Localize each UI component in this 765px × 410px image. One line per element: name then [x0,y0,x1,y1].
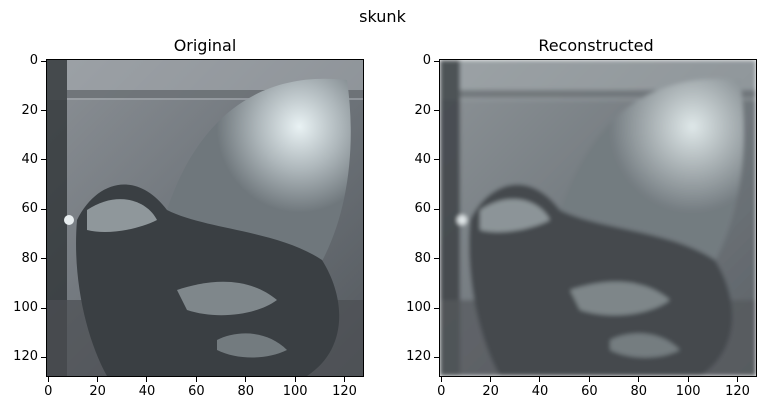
skunk-photo-original [47,60,363,376]
y-tick-mark-original [41,356,46,358]
x-tick-mark-original [195,377,197,382]
y-tick-label-reconstructed: 0 [422,53,431,69]
x-tick-mark-original [97,377,99,382]
x-tick-label-original: 100 [282,384,308,399]
y-tick-mark-reconstructed [434,307,439,309]
x-tick-label-original: 40 [138,384,156,399]
y-tick-label-original: 0 [29,53,38,69]
y-tick-label-original: 20 [21,102,38,118]
x-tick-mark-reconstructed [539,377,541,382]
y-tick-mark-reconstructed [434,208,439,210]
y-tick-label-original: 60 [21,201,38,217]
y-tick-mark-original [41,159,46,161]
y-tick-label-reconstructed: 80 [414,250,431,266]
y-tick-label-original: 40 [21,151,38,167]
reconstructed-image [439,59,757,377]
y-tick-label-reconstructed: 120 [406,349,431,365]
y-tick-mark-original [41,258,46,260]
y-tick-label-reconstructed: 40 [414,151,431,167]
y-tick-label-reconstructed: 60 [414,201,431,217]
x-tick-mark-original [245,377,247,382]
skunk-photo-reconstructed [440,60,756,376]
x-tick-mark-original [294,377,296,382]
x-tick-label-reconstructed: 60 [581,384,598,399]
panel-title-original: Original [173,36,237,55]
x-tick-mark-reconstructed [736,377,738,382]
y-tick-mark-reconstructed [434,258,439,260]
x-tick-label-reconstructed: 80 [630,384,647,399]
y-tick-label-original: 80 [21,250,38,266]
x-tick-label-original: 20 [89,384,106,399]
x-tick-mark-reconstructed [638,377,640,382]
x-tick-mark-original [343,377,345,382]
y-tick-label-reconstructed: 100 [406,300,431,316]
y-tick-mark-reconstructed [434,110,439,112]
y-tick-label-reconstructed: 20 [414,102,431,118]
x-tick-mark-original [146,377,148,382]
x-tick-label-original: 120 [332,384,357,399]
y-tick-label-original: 120 [13,349,38,365]
x-tick-mark-reconstructed [490,377,492,382]
y-tick-mark-reconstructed [434,159,439,161]
y-tick-mark-reconstructed [434,60,439,62]
original-image [46,59,364,377]
x-tick-mark-reconstructed [588,377,590,382]
x-tick-label-original: 80 [237,384,254,399]
y-tick-mark-original [41,307,46,309]
y-tick-mark-original [41,110,46,112]
x-tick-label-reconstructed: 20 [482,384,499,399]
y-tick-mark-original [41,60,46,62]
x-tick-label-original: 0 [44,384,53,399]
x-tick-label-reconstructed: 0 [437,384,446,399]
x-tick-mark-reconstructed [687,377,689,382]
panel-title-reconstructed: Reconstructed [538,36,654,55]
x-tick-mark-original [47,377,49,382]
y-tick-mark-reconstructed [434,356,439,358]
figure-suptitle: skunk [359,7,406,26]
y-tick-mark-original [41,208,46,210]
x-tick-label-reconstructed: 100 [675,384,701,399]
x-tick-label-reconstructed: 40 [531,384,549,399]
x-tick-label-reconstructed: 120 [725,384,750,399]
x-tick-label-original: 60 [188,384,205,399]
y-tick-label-original: 100 [13,300,38,316]
x-tick-mark-reconstructed [440,377,442,382]
